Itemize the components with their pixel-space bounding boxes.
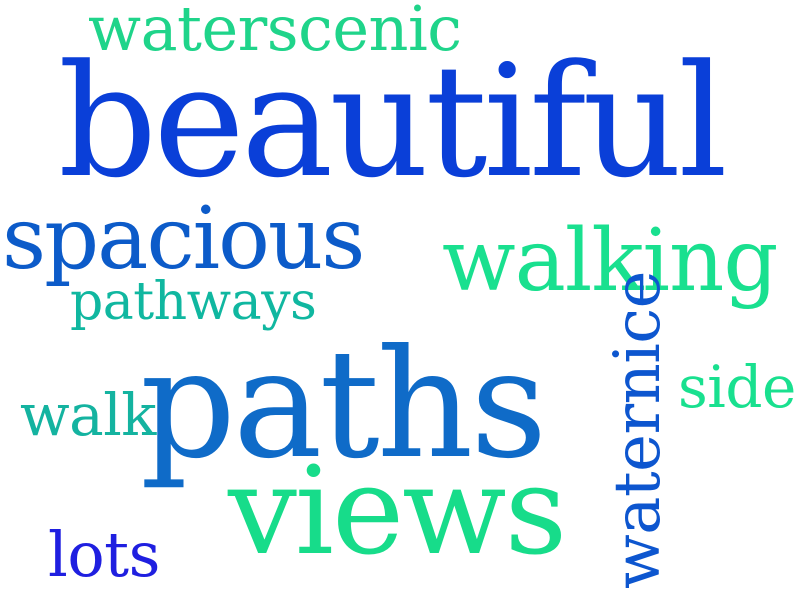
word-lots: lots xyxy=(48,518,160,591)
word-side: side xyxy=(678,353,796,421)
word-walk: walk xyxy=(20,381,156,449)
word-spacious: spacious xyxy=(2,189,365,289)
word-views: views xyxy=(228,440,567,582)
word-waterscenic: waterscenic xyxy=(88,0,462,65)
word-waternice: waternice xyxy=(601,270,675,590)
word-beautiful: beautiful xyxy=(58,31,728,212)
word-paths: paths xyxy=(140,318,547,492)
word-pathways: pathways xyxy=(70,272,317,332)
word-walking: walking xyxy=(442,211,778,311)
